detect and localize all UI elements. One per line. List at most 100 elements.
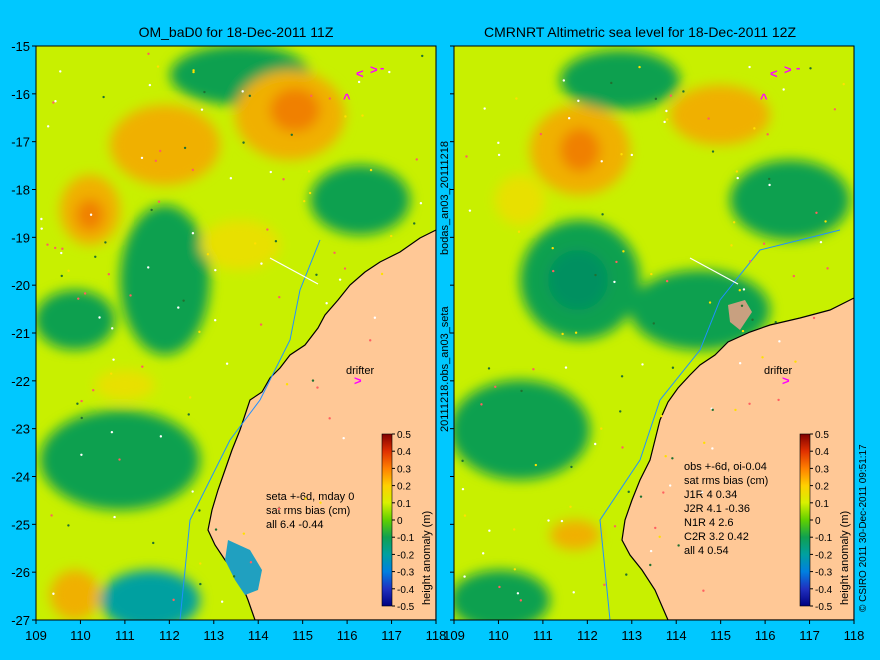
obs-dot — [328, 97, 332, 100]
obs-dot — [711, 447, 714, 450]
obs-dot — [815, 211, 818, 214]
colorbar-tick-label: 0.2 — [815, 482, 829, 493]
lon-tick-label: 110 — [488, 628, 509, 643]
obs-dot — [415, 158, 418, 161]
obs-dot — [762, 242, 766, 245]
lon-tick-label: 116 — [337, 628, 358, 643]
lon-tick-label: 114 — [666, 628, 687, 643]
obs-dot — [734, 408, 737, 412]
left-lat-axis: -15 -16 -17 -18 -19 -20 -21 -22 -23 -24 -25 -26 -27 — [11, 39, 36, 628]
obs-dot — [419, 202, 423, 205]
obs-dot — [46, 243, 49, 246]
lon-tick-label: 114 — [248, 628, 269, 643]
obs-dot — [157, 200, 161, 203]
obs-dot — [67, 269, 70, 272]
australia-land — [621, 297, 854, 620]
obs-dot — [111, 327, 114, 330]
obs-dot — [191, 168, 195, 172]
obs-dot — [310, 94, 313, 98]
obs-dot — [303, 199, 306, 203]
obs-dot — [80, 453, 83, 456]
obs-dot — [46, 125, 50, 128]
anomaly-low — [548, 250, 608, 310]
obs-dot — [658, 535, 661, 538]
colorbar-tick-label: 0.4 — [397, 447, 411, 458]
stat-line: seta +-6d, mday 0 — [266, 491, 354, 503]
obs-dot — [738, 289, 741, 292]
lon-tick-label: 115 — [292, 628, 313, 643]
obs-dot — [147, 52, 150, 55]
obs-dot — [308, 191, 312, 195]
obs-dot — [361, 114, 364, 117]
colorbar-tick-label: 0.3 — [397, 464, 411, 475]
obs-dot — [468, 209, 472, 212]
lat-tick-label: -20 — [11, 278, 30, 293]
obs-dot — [369, 339, 372, 342]
anomaly-low — [454, 380, 590, 480]
obs-dot — [290, 133, 293, 137]
obs-dot — [203, 90, 206, 94]
left-panel-title: OM_baD0 for 18-Dec-2011 11Z — [139, 24, 334, 40]
svg-text:<: < — [770, 66, 778, 81]
obs-dot — [77, 297, 80, 300]
right-panel-title: CMRNRT Altimetric sea level for 18-Dec-2… — [484, 24, 796, 40]
obs-dot — [777, 398, 780, 402]
lat-tick-label: -17 — [11, 135, 30, 150]
obs-dot — [315, 273, 318, 276]
lon-tick-label: 111 — [115, 628, 135, 643]
obs-dot — [50, 514, 53, 517]
obs-dot — [183, 146, 187, 150]
obs-dot — [344, 115, 347, 118]
obs-dot — [107, 273, 111, 276]
anomaly-low — [120, 205, 210, 355]
obs-dot — [40, 217, 43, 221]
observation-dots — [40, 52, 424, 603]
obs-dot — [102, 95, 105, 99]
anomaly-low — [36, 290, 115, 350]
obs-dot — [59, 70, 62, 73]
drifter-label-left: drifter — [346, 365, 374, 377]
obs-dot — [627, 490, 630, 494]
obs-dot — [515, 97, 518, 100]
colorbar-tick-label: 0.3 — [815, 464, 829, 475]
obs-dot — [711, 408, 714, 412]
obs-dot — [338, 278, 342, 281]
obs-dot — [159, 149, 162, 153]
colorbar-tick-label: 0.1 — [397, 499, 411, 510]
obs-dot — [560, 519, 564, 523]
obs-dot — [625, 573, 628, 576]
obs-dot — [547, 519, 550, 522]
obs-dot — [671, 457, 674, 460]
colorbar-title: height anomaly (m) — [839, 511, 851, 605]
obs-dot — [83, 292, 87, 295]
obs-dot — [192, 69, 195, 72]
vertical-label-top: bodas_an03_20111218 — [439, 141, 451, 255]
lon-tick-label: 115 — [710, 628, 731, 643]
obs-dot — [225, 362, 229, 365]
obs-dot — [753, 127, 756, 130]
stat-line: C2R 3.2 0.42 — [684, 531, 749, 543]
anomaly-high — [270, 88, 320, 132]
obs-dot — [668, 484, 672, 487]
obs-dot — [112, 358, 115, 361]
obs-dot — [53, 246, 57, 250]
obs-dot — [200, 108, 204, 111]
obs-dot — [660, 414, 663, 418]
obs-dot — [232, 575, 236, 578]
obs-dot — [842, 82, 845, 86]
obs-dot — [561, 332, 564, 336]
obs-dot — [480, 403, 483, 406]
obs-dot — [188, 396, 192, 399]
obs-dot — [497, 153, 501, 157]
obs-dot — [60, 251, 63, 255]
obs-dot — [711, 150, 715, 153]
obs-dot — [206, 253, 210, 256]
obs-dot — [613, 280, 616, 284]
drifter-markers-right: ^< > - > — [760, 60, 800, 388]
anomaly-low — [560, 50, 680, 110]
obs-dot — [191, 490, 194, 493]
obs-dot — [278, 295, 281, 299]
obs-dot — [601, 213, 604, 216]
obs-dot — [665, 109, 668, 113]
obs-dot — [461, 487, 465, 491]
